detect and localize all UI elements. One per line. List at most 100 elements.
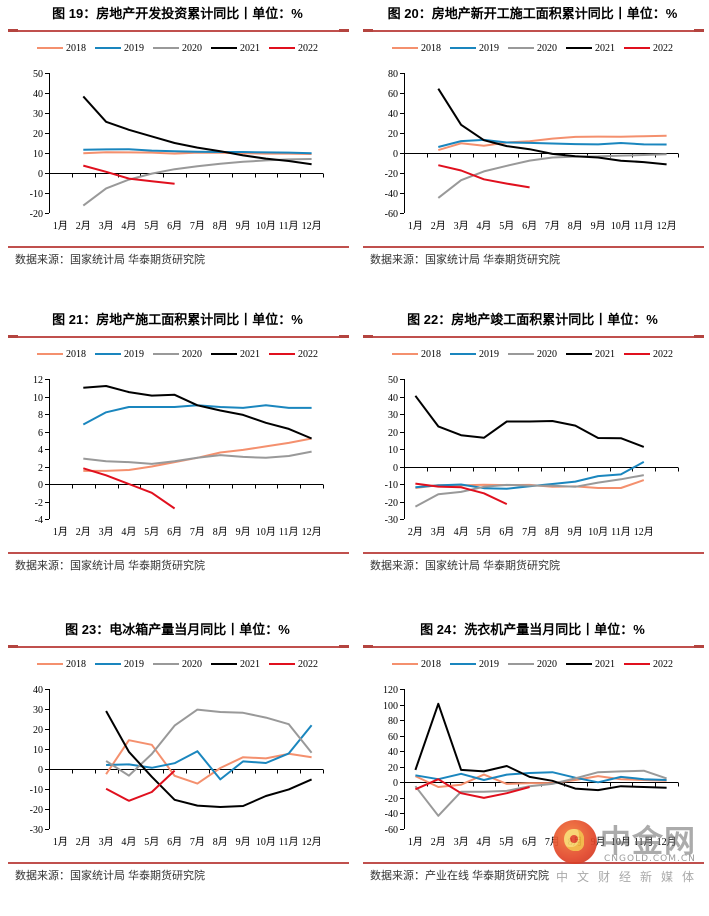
legend-label: 2022	[298, 658, 318, 670]
legend-item-2020: 2020	[508, 43, 557, 54]
y-tick-label: 40	[388, 393, 398, 404]
legend-swatch	[153, 47, 179, 49]
legend-item-2022: 2022	[624, 349, 673, 360]
series-line-2019	[83, 148, 312, 155]
x-tick-label: 11月	[279, 220, 299, 232]
series-line-2022	[414, 778, 530, 799]
series-line-2020	[414, 769, 667, 817]
legend-swatch	[269, 47, 295, 49]
legend-swatch	[392, 47, 418, 49]
legend-label: 2019	[124, 348, 144, 360]
data-source: 数据来源：国家统计局 华泰期货研究院	[370, 560, 561, 572]
y-tick-label: 100	[383, 701, 398, 712]
series-line-2021	[414, 702, 667, 792]
y-tick-label: -20	[385, 498, 398, 509]
legend-swatch	[508, 47, 534, 49]
source-divider	[363, 552, 704, 554]
legend-swatch	[566, 353, 592, 355]
legend-swatch	[508, 663, 534, 665]
series-line-2021	[105, 710, 313, 808]
legend-item-2021: 2021	[566, 349, 615, 360]
x-tick-label: 10月	[256, 526, 276, 538]
legend-item-2018: 2018	[37, 43, 86, 54]
series-line-2021	[437, 88, 667, 166]
figure-23-panel: 图 23：电冰箱产量当月同比丨单位：% 2018 2019 2020 2021 2022…	[0, 616, 355, 916]
y-tick-label: -60	[385, 825, 398, 836]
y-tick-label: 30	[33, 109, 43, 120]
x-tick-label: 9月	[568, 526, 583, 538]
legend-swatch	[269, 663, 295, 665]
y-tick-label: 30	[388, 410, 398, 421]
legend-label: 2021	[240, 348, 260, 360]
legend-label: 2020	[182, 658, 202, 670]
line-chart: 50 40 30 20 10 0 -10 -20 1月 2月 3月 4月 5月 6月 7月 8月 9月 10月 11…	[30, 69, 324, 232]
x-tick-label: 12月	[657, 220, 677, 232]
y-tick-label: -10	[30, 785, 43, 796]
legend-label: 2021	[240, 42, 260, 54]
cngold-logo-icon	[553, 820, 597, 864]
x-tick-label: 8月	[545, 526, 560, 538]
y-tick-label: 80	[388, 716, 398, 727]
x-tick-label: 3月	[431, 526, 446, 538]
y-tick-label: 40	[33, 89, 43, 100]
series-line-2021	[414, 395, 645, 448]
x-tick-label: 2月	[76, 836, 91, 848]
title-divider	[8, 29, 349, 32]
series-line-2018	[414, 773, 667, 788]
legend-swatch	[450, 353, 476, 355]
x-tick-label: 1月	[53, 220, 68, 232]
figure-title: 图 21：房地产施工面积累计同比丨单位：%	[52, 312, 303, 327]
legend-item-2022: 2022	[269, 349, 318, 360]
legend-item-2020: 2020	[153, 659, 202, 670]
series-line-2021	[83, 385, 312, 440]
x-tick-label: 10月	[611, 220, 631, 232]
y-tick-label: -30	[30, 825, 43, 836]
x-tick-label: 7月	[190, 220, 205, 232]
x-tick-label: 4月	[476, 220, 491, 232]
x-tick-label: 8月	[568, 220, 583, 232]
legend-swatch	[95, 353, 121, 355]
figure-title: 图 22：房地产竣工面积累计同比丨单位：%	[407, 312, 658, 327]
x-tick-label: 11月	[634, 836, 654, 848]
figure-title: 图 19：房地产开发投资累计同比丨单位：%	[52, 6, 303, 21]
x-tick-label: 7月	[190, 836, 205, 848]
y-tick-label: 10	[388, 445, 398, 456]
y-tick-label: -20	[30, 805, 43, 816]
y-tick-label: 8	[38, 410, 43, 421]
series-line-2018	[438, 134, 667, 152]
legend-item-2018: 2018	[392, 43, 441, 54]
legend-label: 2018	[421, 348, 441, 360]
legend-label: 2018	[66, 658, 86, 670]
data-source: 数据来源：产业在线 华泰期货研究院	[370, 870, 550, 882]
x-tick-label: 3月	[99, 526, 114, 538]
y-tick-label: 50	[388, 375, 398, 386]
x-tick-label: 7月	[190, 526, 205, 538]
legend-label: 2019	[124, 658, 144, 670]
x-tick-label: 3月	[99, 220, 114, 232]
x-tick-label: 7月	[545, 220, 560, 232]
legend-swatch	[153, 353, 179, 355]
title-divider	[8, 335, 349, 338]
y-tick-label: 40	[388, 109, 398, 120]
x-tick-label: 12月	[302, 836, 322, 848]
legend-item-2020: 2020	[153, 43, 202, 54]
legend-swatch	[211, 47, 237, 49]
series-line-2022	[83, 467, 176, 510]
x-tick-label: 3月	[99, 836, 114, 848]
legend-label: 2022	[298, 42, 318, 54]
series-line-2022	[105, 769, 176, 802]
y-tick-label: 20	[33, 129, 43, 140]
x-tick-label: 6月	[499, 526, 514, 538]
y-tick-label: 0	[38, 169, 43, 180]
series-line-2018	[83, 437, 312, 472]
legend-label: 2018	[66, 42, 86, 54]
figure-22-panel: 图 22：房地产竣工面积累计同比丨单位：% 2018 2019 2020 2021 20…	[355, 306, 709, 606]
y-tick-label: -20	[30, 209, 43, 220]
legend-label: 2018	[66, 348, 86, 360]
legend-label: 2022	[653, 658, 673, 670]
title-divider	[363, 29, 704, 32]
y-tick-label: -40	[385, 809, 398, 820]
legend-swatch	[95, 47, 121, 49]
legend-swatch	[211, 353, 237, 355]
figure-title: 图 23：电冰箱产量当月同比丨单位：%	[65, 622, 290, 637]
